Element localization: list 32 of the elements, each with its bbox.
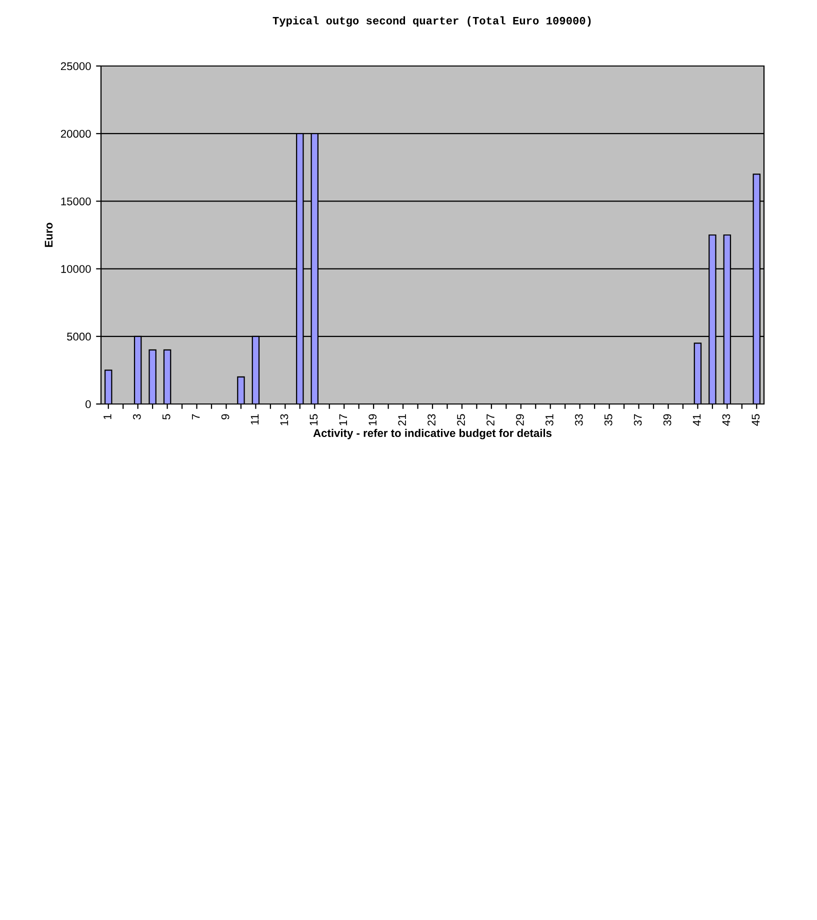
chart-title: Typical outgo second quarter (Total Euro 109000) [272, 16, 591, 27]
x-tick-label: 37 [634, 414, 642, 426]
x-tick-label: 23 [428, 414, 436, 426]
x-tick-label: 17 [339, 414, 347, 426]
x-tick-label: 25 [457, 414, 465, 426]
x-tick-label: 7 [192, 414, 200, 420]
y-tick-label: 5000 [67, 332, 91, 341]
x-tick-label: 5 [162, 414, 170, 420]
x-tick-label: 19 [368, 414, 377, 426]
x-tick-label: 31 [545, 414, 554, 426]
x-tick-label: 21 [398, 414, 406, 426]
x-tick-label: 27 [486, 414, 494, 426]
y-tick-label: 15000 [61, 197, 91, 206]
y-tick-label: 10000 [61, 265, 91, 273]
y-tick-label: 20000 [60, 130, 91, 138]
x-tick-label: 35 [604, 414, 612, 426]
x-axis-title: Activity - refer to indicative budget for details [313, 428, 552, 440]
x-tick-label: 3 [132, 414, 141, 420]
x-tick-label: 9 [221, 414, 230, 420]
x-tick-label: 29 [516, 414, 524, 426]
y-tick-label: 25000 [60, 62, 91, 70]
x-tick-label: 11 [250, 414, 259, 424]
x-tick-label: 45 [752, 414, 760, 426]
x-tick-label: 41 [692, 414, 701, 426]
y-tick-label: 0 [86, 400, 91, 408]
x-tick-label: 43 [722, 414, 730, 426]
x-tick-label: 39 [663, 414, 672, 426]
x-tick-label: 1 [104, 414, 112, 420]
x-tick-label: 13 [280, 414, 288, 426]
y-axis-title: Euro [44, 222, 53, 247]
x-tick-label: 15 [310, 414, 318, 426]
x-tick-label: 33 [574, 414, 583, 426]
